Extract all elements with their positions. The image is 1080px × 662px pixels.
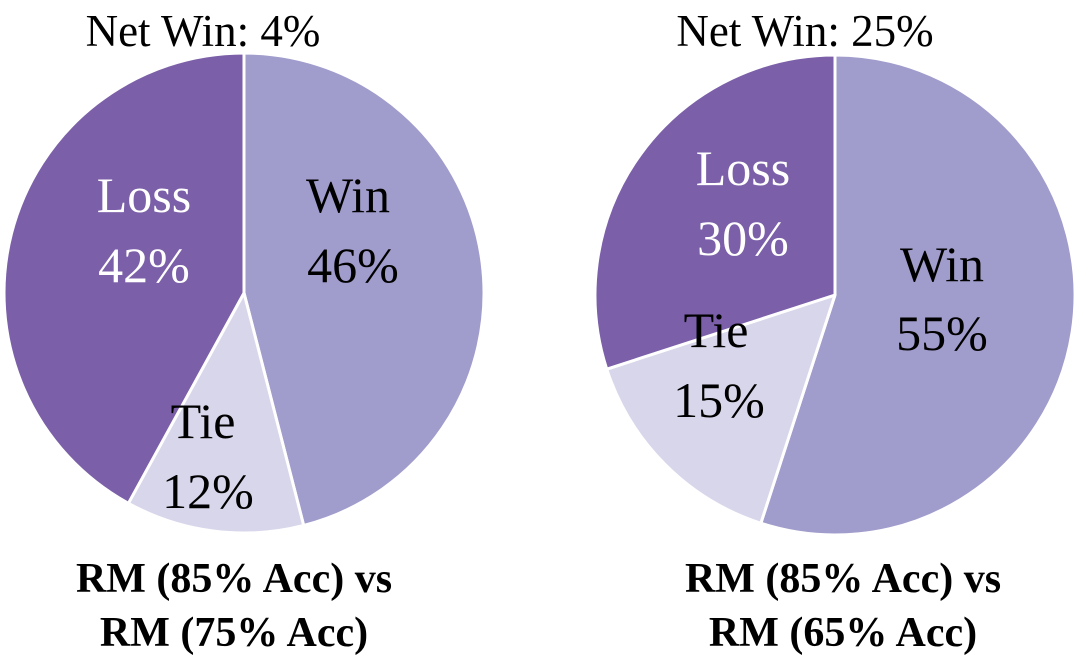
pie-1-tie-value: 12%	[162, 463, 254, 519]
pie-1-win-name: Win	[306, 167, 390, 223]
pie-1-slice-win	[242, 51, 486, 527]
pie-2-title: Net Win: 25%	[676, 6, 933, 56]
pie-1-loss-value: 42%	[98, 237, 190, 293]
pie-2-win-name: Win	[900, 236, 984, 292]
pie-2-tie-value: 15%	[673, 372, 765, 428]
pie-2-slice-win	[759, 53, 1077, 537]
pie-2-loss-name: Loss	[696, 140, 790, 196]
pie-chart-2: Net Win: 25% Win 55% Tie 15% Loss 30% RM (85% A…	[593, 6, 1077, 656]
pie-2-loss-value: 30%	[697, 210, 789, 266]
pie-1-title: Net Win: 4%	[86, 6, 321, 56]
pie-1-slice-loss	[2, 51, 246, 505]
pie-1-win-value: 46%	[307, 237, 399, 293]
pie-1-caption-line-2: RM (75% Acc)	[100, 610, 368, 656]
pie-2-tie-name: Tie	[684, 302, 749, 358]
pie-chart-1: Net Win: 4% Win 46% Tie 12% Loss 42% RM (85% Ac…	[2, 6, 486, 656]
pie-2-win-value: 55%	[896, 305, 988, 361]
pie-2-slice-loss	[593, 53, 837, 371]
pie-2-caption-line-2: RM (65% Acc)	[709, 610, 977, 656]
pie-1-loss-name: Loss	[97, 167, 191, 223]
pie-1-slice-tie	[126, 291, 306, 535]
pie-1-tie-name: Tie	[171, 393, 236, 449]
pie-2-caption-line-1: RM (85% Acc) vs	[685, 556, 1001, 602]
pie-1-caption-line-1: RM (85% Acc) vs	[76, 556, 392, 602]
